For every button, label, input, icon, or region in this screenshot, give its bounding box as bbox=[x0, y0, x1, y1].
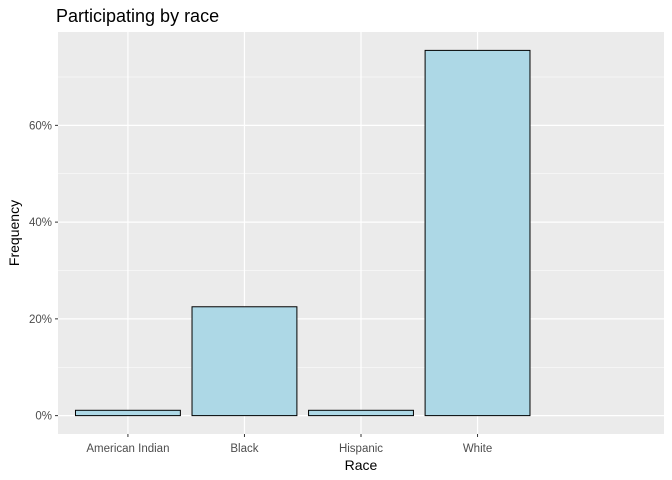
x-axis-title: Race bbox=[345, 457, 378, 473]
bar-white bbox=[424, 49, 531, 417]
y-tick-label: 40% bbox=[29, 217, 52, 229]
chart-title: Participating by race bbox=[56, 6, 220, 26]
bar-american-indian bbox=[74, 409, 181, 417]
x-tick-label: American Indian bbox=[86, 443, 169, 455]
y-tick-label: 60% bbox=[29, 120, 52, 132]
x-tick-label: Hispanic bbox=[339, 443, 383, 455]
y-tick-label: 20% bbox=[29, 314, 52, 326]
bar-black bbox=[191, 306, 298, 417]
x-axis: American Indian Black Hispanic White bbox=[86, 434, 492, 455]
x-tick-label: Black bbox=[230, 443, 258, 455]
bars bbox=[74, 49, 531, 417]
y-tick-label: 0% bbox=[35, 411, 52, 423]
y-axis-title: Frequency bbox=[6, 200, 22, 266]
bar-hispanic bbox=[308, 409, 414, 417]
x-tick-label: White bbox=[463, 443, 492, 455]
y-axis: 0% 20% 40% 60% bbox=[29, 120, 58, 423]
